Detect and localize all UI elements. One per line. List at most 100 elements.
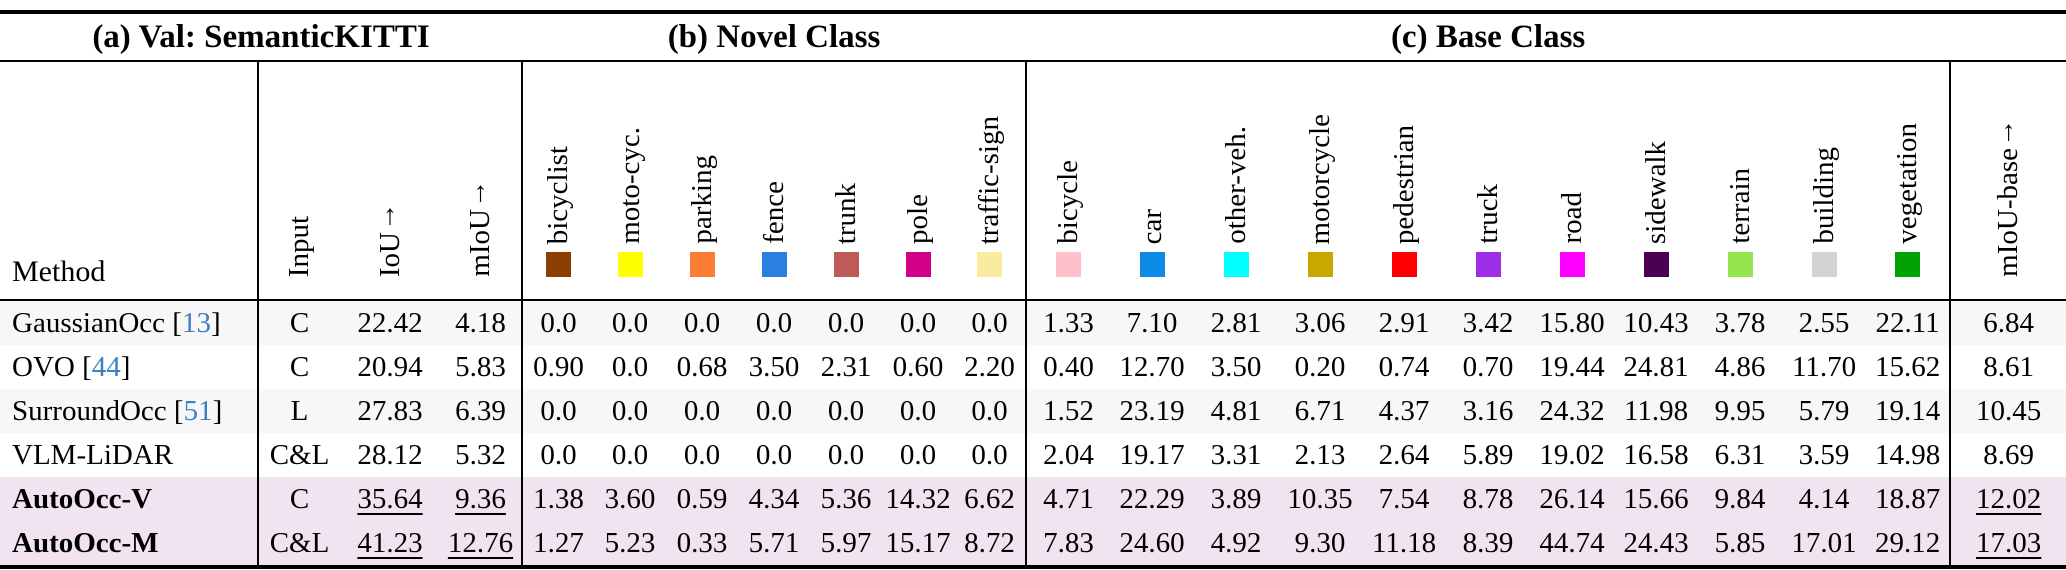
table-row-surroundocc: SurroundOcc [51] L 27.83 6.39 0.0 0.0 0.0 0.0 0.… [0, 389, 2066, 433]
miou-cell: 5.32 [440, 433, 523, 477]
class-label: trunk [829, 182, 862, 244]
method-cell: AutoOcc-M [0, 521, 259, 569]
novel-score-cell: 0.0 [954, 389, 1028, 433]
method-name: AutoOcc-V [12, 483, 153, 515]
novel-score-cell: 2.31 [820, 351, 872, 383]
novel-score-cell: 0.0 [522, 300, 594, 345]
caption-novel-class: (b) Novel Class [522, 10, 1027, 62]
class-color-swatch [977, 252, 1003, 277]
novel-score-cell: 0.0 [882, 300, 954, 345]
input-column-header: Input [258, 61, 340, 301]
up-arrow-icon: ↑ [383, 199, 397, 231]
novel-score-cell: 2.20 [954, 345, 1028, 389]
base-class-header-motorcycle: motorcycle [1278, 61, 1363, 301]
miou-cell: 12.76 [440, 521, 523, 569]
base-score-cell: 9.95 [1698, 389, 1783, 433]
column-header-row: Method Input ↑ IoU ↑ mIoU [0, 61, 2066, 301]
base-score-cell: 3.42 [1446, 300, 1531, 345]
miou-cell: 9.36 [440, 477, 523, 521]
input-cell: L [258, 389, 340, 433]
novel-score-cell: 4.34 [738, 477, 810, 521]
class-color-swatch [1895, 252, 1921, 277]
novel-score-cell: 0.59 [666, 477, 738, 521]
miou-base-cell: 12.02 [1950, 477, 2066, 521]
iou-cell: 20.94 [340, 345, 440, 389]
miou-base-header-label: mIoU-base [1992, 148, 2025, 277]
base-score-cell: 22.11 [1866, 300, 1952, 345]
class-label: pedestrian [1387, 124, 1420, 244]
input-cell: C [258, 477, 340, 521]
miou-base-cell: 17.03 [1950, 521, 2066, 569]
base-score-cell: 18.87 [1866, 477, 1952, 521]
class-color-swatch [833, 252, 859, 277]
class-color-swatch [1307, 252, 1333, 277]
novel-score-cell: 3.50 [748, 351, 800, 383]
miou-value: 6.39 [455, 395, 506, 427]
class-label: motorcycle [1303, 113, 1336, 244]
class-label: building [1807, 147, 1840, 244]
base-score-cell: 2.64 [1378, 439, 1430, 471]
base-score-cell: 19.17 [1119, 439, 1185, 471]
iou-cell: 35.64 [340, 477, 440, 521]
class-label: sidewalk [1639, 140, 1672, 244]
novel-score-cell: 0.0 [522, 389, 594, 433]
input-header-label: Input [283, 215, 316, 277]
base-score-cell: 19.14 [1866, 389, 1952, 433]
base-score-cell: 9.30 [1278, 521, 1363, 569]
base-score-cell: 12.70 [1119, 351, 1185, 383]
base-score-cell: 3.89 [1194, 477, 1279, 521]
class-color-swatch [1056, 252, 1082, 277]
class-color-swatch [1559, 252, 1585, 277]
novel-score-cell: 5.97 [810, 521, 882, 569]
miou-value: 12.76 [447, 527, 514, 559]
base-score-cell: 5.79 [1782, 389, 1867, 433]
base-score-cell: 26.14 [1530, 477, 1615, 521]
caption-base-class: (c) Base Class [1026, 10, 1951, 62]
novel-score-cell: 0.0 [611, 351, 649, 383]
base-score-cell: 15.62 [1866, 345, 1952, 389]
base-class-header-road: road [1530, 61, 1615, 301]
base-score-cell: 3.06 [1278, 300, 1363, 345]
class-color-swatch [761, 252, 787, 277]
citation-link[interactable]: 51 [183, 395, 213, 427]
citation-bracket: [ [165, 307, 182, 339]
novel-score-cell: 6.62 [954, 477, 1028, 521]
up-arrow-icon: ↑ [2001, 116, 2016, 148]
base-score-cell: 5.89 [1462, 439, 1514, 471]
miou-base-column-header: ↑ mIoU-base [1950, 61, 2066, 301]
base-score-cell: 6.31 [1714, 439, 1766, 471]
novel-score-cell: 5.36 [810, 477, 882, 521]
novel-score-cell: 0.0 [882, 389, 954, 433]
class-color-swatch [617, 252, 643, 277]
miou-cell: 6.39 [440, 389, 523, 433]
iou-value: 27.83 [357, 395, 423, 427]
base-score-cell: 4.14 [1782, 477, 1867, 521]
citation-link[interactable]: 44 [91, 351, 121, 383]
method-name: OVO [12, 351, 75, 383]
novel-score-cell: 0.0 [738, 300, 810, 345]
miou-base-cell: 6.84 [1950, 300, 2066, 345]
class-label: car [1135, 208, 1168, 244]
novel-score-cell: 15.17 [882, 521, 954, 569]
novel-score-cell: 0.0 [954, 433, 1028, 477]
base-score-cell: 5.85 [1698, 521, 1783, 569]
class-color-swatch [1643, 252, 1669, 277]
novel-score-cell: 0.0 [738, 389, 810, 433]
base-class-header-other-veh: other-veh. [1194, 61, 1279, 301]
iou-value: 20.94 [357, 351, 423, 383]
class-label: bicycle [1052, 160, 1085, 244]
class-label: pole [901, 194, 934, 244]
class-color-swatch [546, 252, 571, 277]
citation-bracket: ] [212, 395, 223, 427]
base-score-cell: 17.01 [1782, 521, 1867, 569]
base-score-cell: 14.98 [1866, 433, 1952, 477]
base-score-cell: 0.74 [1378, 351, 1430, 383]
citation-link[interactable]: 13 [181, 307, 211, 339]
class-label: other-veh. [1219, 126, 1252, 244]
class-label: bicyclist [542, 145, 575, 244]
class-color-swatch [1223, 252, 1249, 277]
table-row-gaussianocc: GaussianOcc [13] C 22.42 4.18 0.0 0.0 0.0 0.0 0.… [0, 300, 2066, 345]
base-score-cell: 4.37 [1362, 389, 1447, 433]
class-label: parking [685, 155, 718, 244]
